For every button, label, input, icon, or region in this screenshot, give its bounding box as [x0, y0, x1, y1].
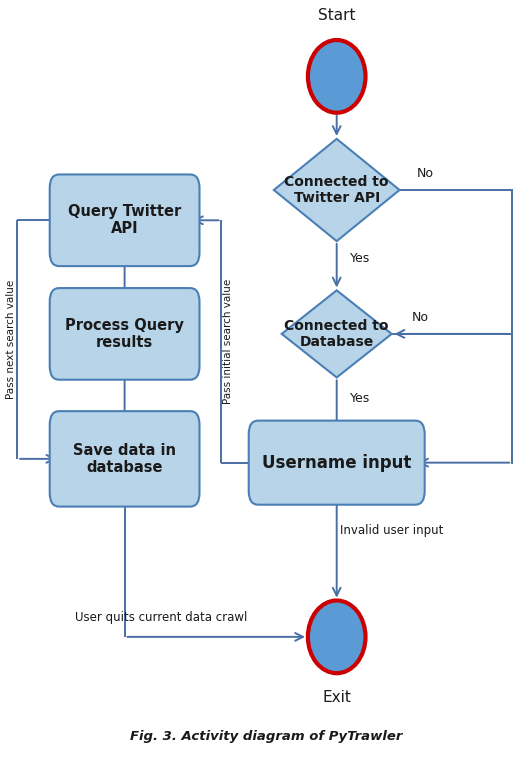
Text: Pass next search value: Pass next search value	[6, 280, 16, 399]
Text: Invalid user input: Invalid user input	[340, 524, 443, 537]
Ellipse shape	[308, 40, 365, 113]
Text: Save data in
database: Save data in database	[73, 443, 176, 475]
Text: Yes: Yes	[350, 391, 370, 404]
Text: No: No	[417, 167, 434, 180]
Polygon shape	[274, 139, 400, 241]
FancyBboxPatch shape	[49, 175, 200, 266]
Text: Query Twitter
API: Query Twitter API	[68, 204, 181, 237]
Text: Connected to
Database: Connected to Database	[285, 319, 389, 349]
Text: Fig. 3. Activity diagram of PyTrawler: Fig. 3. Activity diagram of PyTrawler	[130, 730, 402, 743]
Text: Yes: Yes	[350, 252, 370, 265]
Text: Connected to
Twitter API: Connected to Twitter API	[285, 175, 389, 205]
Text: No: No	[412, 311, 429, 324]
Polygon shape	[282, 290, 392, 378]
Text: Process Query
results: Process Query results	[65, 318, 184, 350]
FancyBboxPatch shape	[49, 411, 200, 506]
Text: Username input: Username input	[262, 453, 411, 472]
Text: Start: Start	[318, 8, 355, 23]
Text: Exit: Exit	[322, 690, 351, 705]
FancyBboxPatch shape	[249, 421, 425, 505]
FancyBboxPatch shape	[49, 288, 200, 380]
Text: Pass initial search value: Pass initial search value	[223, 279, 233, 404]
Ellipse shape	[308, 601, 365, 673]
Text: User quits current data crawl: User quits current data crawl	[75, 611, 247, 624]
